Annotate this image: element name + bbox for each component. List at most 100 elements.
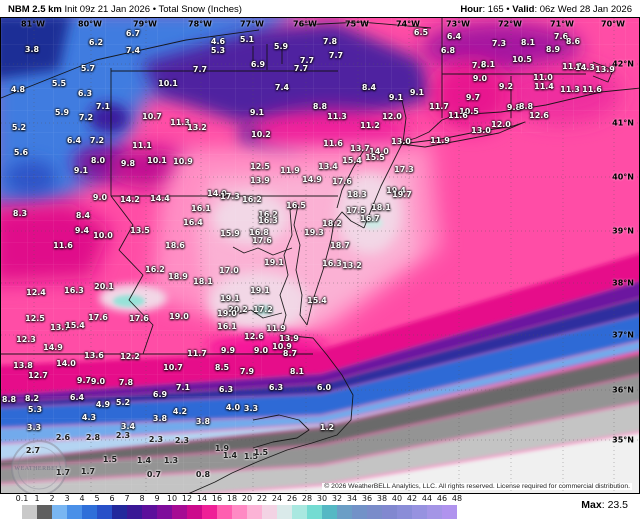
- valid-time-info: Hour: 165 • Valid: 06z Wed 28 Jan 2026: [460, 3, 632, 15]
- colorbar-segment: [52, 505, 67, 519]
- finger-lakes: [252, 44, 283, 70]
- colorbar-tick: 2: [49, 494, 55, 503]
- colorbar-segment: [142, 505, 157, 519]
- valid-value: 06z Wed 28 Jan 2026: [539, 3, 632, 15]
- colorbar-segment: [187, 505, 202, 519]
- colorbar-segment: [442, 505, 457, 519]
- colorbar-tick: 20: [241, 494, 253, 503]
- colorbar-tick: 8: [139, 494, 145, 503]
- colorbar-segment: [382, 505, 397, 519]
- colorbar-tick: 3: [64, 494, 70, 503]
- colorbar-segment: [337, 505, 352, 519]
- colorbar-segment: [202, 505, 217, 519]
- colorbar-segment: [322, 505, 337, 519]
- colorbar-segment: [67, 505, 82, 519]
- colorbar-tick: 16: [211, 494, 223, 503]
- colorbar-tick: 1: [34, 494, 40, 503]
- graticule-grid: [1, 18, 639, 493]
- colorbar-segment: [307, 505, 322, 519]
- colorbar-segment: [277, 505, 292, 519]
- colorbar-segment: [172, 505, 187, 519]
- colorbar-segment: [247, 505, 262, 519]
- colorbar-segment: [397, 505, 412, 519]
- colorbar-tick: 14: [196, 494, 208, 503]
- colorbar-tick: 7: [124, 494, 130, 503]
- header-bar: NBM 2.5 km Init 09z 21 Jan 2026 • Total …: [0, 0, 640, 17]
- svg-text:WEATHERBELL: WEATHERBELL: [14, 466, 63, 472]
- lake-erie-shore: [1, 29, 260, 99]
- river-james: [238, 309, 283, 319]
- colorbar-tick: 32: [331, 494, 343, 503]
- colorbar-tick-labels: 0.1 1 2 3 4 5 6 7 8 9 10 12 14 16 18 20 22 24 26 28 30 32 34 36…: [0, 494, 640, 504]
- colorbar-tick: 38: [376, 494, 388, 503]
- colorbar-tick: 0.1: [15, 494, 29, 503]
- colorbar-tick: 5: [94, 494, 100, 503]
- coastline-long-island: [400, 121, 526, 148]
- coastline-pamlico-sound: [252, 414, 310, 449]
- colorbar-segment: [427, 505, 442, 519]
- river-delaware: [336, 149, 365, 209]
- colorbar-tick: 18: [226, 494, 238, 503]
- colorbar-tick: 34: [346, 494, 358, 503]
- colorbar-tick: 24: [271, 494, 283, 503]
- colorbar-tick: 6: [109, 494, 115, 503]
- snowfall-map: WEATHERBELL: [0, 17, 640, 494]
- colorbar-segment: [352, 505, 367, 519]
- colorbar-tick: 36: [361, 494, 373, 503]
- colorbar-segment: [412, 505, 427, 519]
- hour-label: Hour: [460, 3, 483, 15]
- colorbar-segment: [82, 505, 97, 519]
- colorbar-tick: 4: [79, 494, 85, 503]
- coastline-nj: [363, 141, 404, 229]
- colorbar-tick: 44: [421, 494, 433, 503]
- colorbar-tick: 10: [166, 494, 178, 503]
- max-value-readout: Max: 23.5: [581, 499, 628, 511]
- state-border-new-england: [441, 73, 586, 118]
- colorbar-segment: [22, 505, 37, 519]
- valid-label: Valid: [512, 3, 535, 15]
- colorbar-segment: [262, 505, 277, 519]
- river-hudson: [400, 95, 407, 143]
- coastline-delaware-bay: [333, 211, 365, 229]
- colorbar: [15, 505, 457, 519]
- max-label: Max: [581, 499, 602, 511]
- model-name: NBM 2.5 km: [8, 3, 62, 15]
- colorbar-tick: 40: [391, 494, 403, 503]
- state-border-wv-va: [110, 195, 154, 355]
- colorbar-segment: [97, 505, 112, 519]
- init-time: Init 09z 21 Jan 2026: [64, 3, 151, 15]
- colorbar-segment: [157, 505, 172, 519]
- colorbar-segment: [232, 505, 247, 519]
- product-name: Total Snow (Inches): [158, 3, 242, 15]
- copyright-notice: © 2026 WeatherBELL Analytics, LLC. All r…: [322, 483, 632, 490]
- coastline-chesapeake-bay: [279, 204, 308, 331]
- coastline-cape-cod: [592, 61, 614, 83]
- colorbar-segment: [112, 505, 127, 519]
- colorbar-tick: 48: [451, 494, 463, 503]
- colorbar-tick: 42: [406, 494, 418, 503]
- colorbar-tick: 9: [154, 494, 160, 503]
- colorbar-segment: [127, 505, 142, 519]
- lake-ontario-shore: [300, 21, 432, 29]
- colorbar-tick: 22: [256, 494, 268, 503]
- colorbar-segment: [217, 505, 232, 519]
- coastline-new-england: [402, 87, 639, 143]
- colorbar-tick: 26: [286, 494, 298, 503]
- colorbar-tick: 46: [436, 494, 448, 503]
- colorbar-segment: [37, 505, 52, 519]
- title-separator: •: [152, 3, 157, 15]
- colorbar-segment: [15, 505, 22, 519]
- colorbar-tick: 30: [316, 494, 328, 503]
- weatherbell-watermark: WEATHERBELL: [11, 440, 67, 493]
- coastline-nc: [188, 334, 354, 493]
- map-title: NBM 2.5 km Init 09z 21 Jan 2026 • Total …: [8, 4, 242, 15]
- max-value: 23.5: [607, 499, 628, 511]
- coastline-delmarva: [306, 221, 335, 326]
- colorbar-segment: [367, 505, 382, 519]
- river-potomac: [232, 246, 293, 256]
- geography-borders: [1, 18, 639, 493]
- colorbar-tick: 28: [301, 494, 313, 503]
- snow-field-graphic: WEATHERBELL: [1, 18, 639, 493]
- colorbar-tick: 12: [181, 494, 193, 503]
